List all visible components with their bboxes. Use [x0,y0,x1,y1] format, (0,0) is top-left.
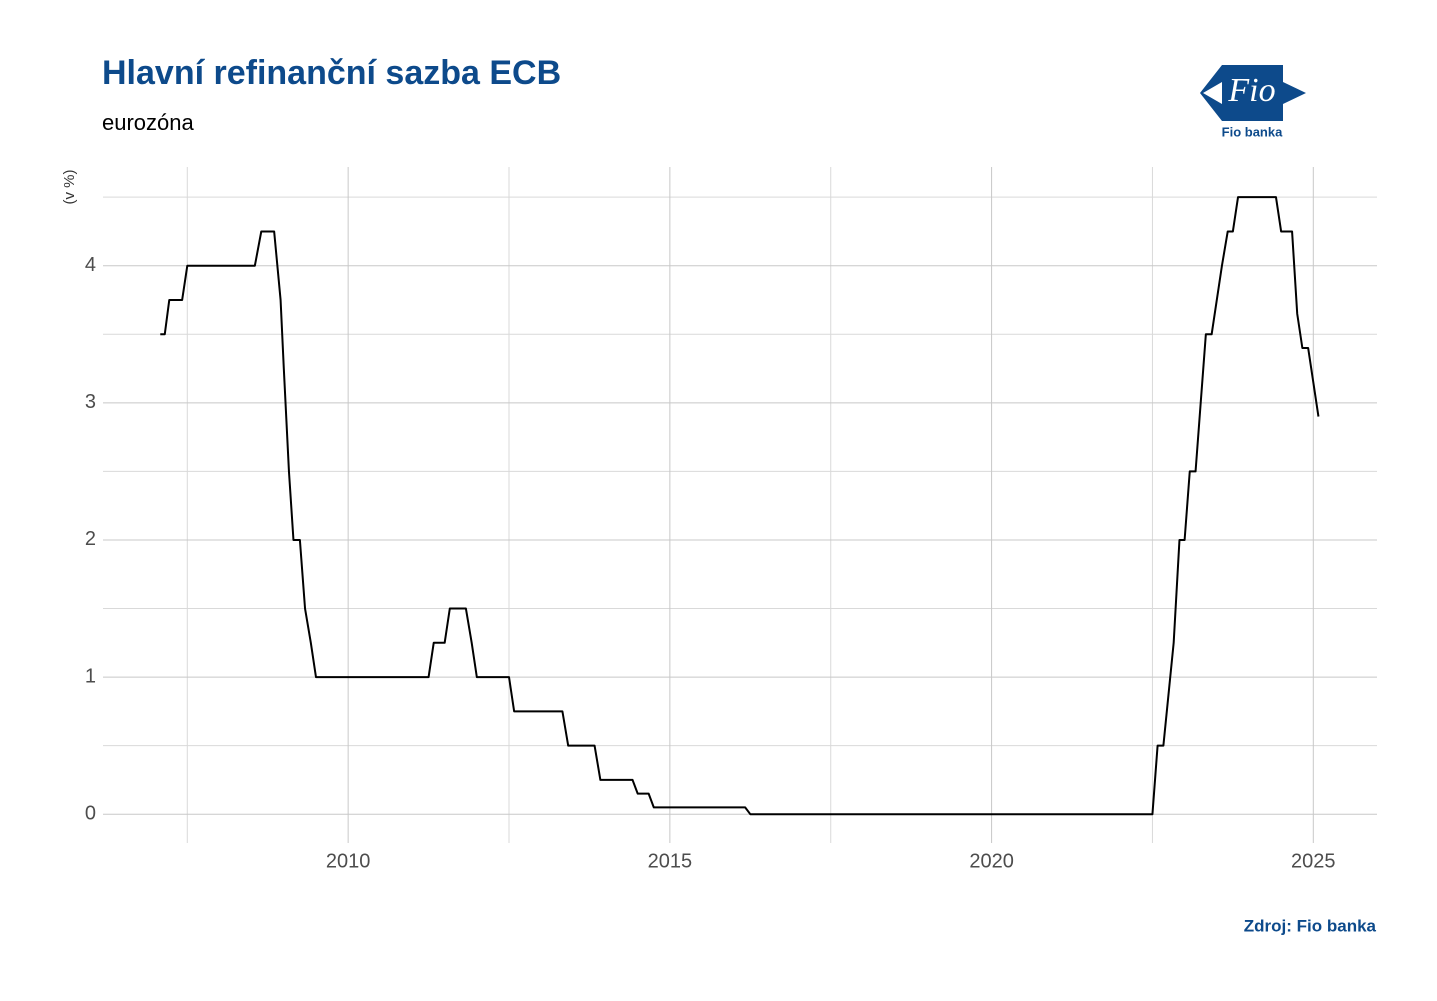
y-tick-label: 4 [85,254,96,276]
caption: Zdroj: Fio banka [1244,916,1377,935]
logo-shape [1200,65,1306,121]
logo: Fio Fio banka [1200,65,1306,139]
y-tick-label: 3 [85,391,96,413]
y-tick-label: 1 [85,665,96,687]
logo-notch [1203,82,1222,104]
x-tick-label: 2015 [648,850,693,872]
y-tick-label: 2 [85,528,96,550]
x-tick-label: 2010 [326,850,371,872]
grid [103,167,1377,843]
y-axis-label: (v %) [61,170,78,205]
y-tick-label: 0 [85,802,96,824]
chart-title: Hlavní refinanční sazba ECB [102,54,561,92]
line-series [160,196,1320,816]
logo-name: Fio banka [1222,124,1283,139]
chart-subtitle: eurozóna [102,110,195,135]
x-tick-label: 2020 [969,850,1014,872]
logo-mark: Fio [1227,72,1275,109]
x-tick-label: 2025 [1291,850,1336,872]
